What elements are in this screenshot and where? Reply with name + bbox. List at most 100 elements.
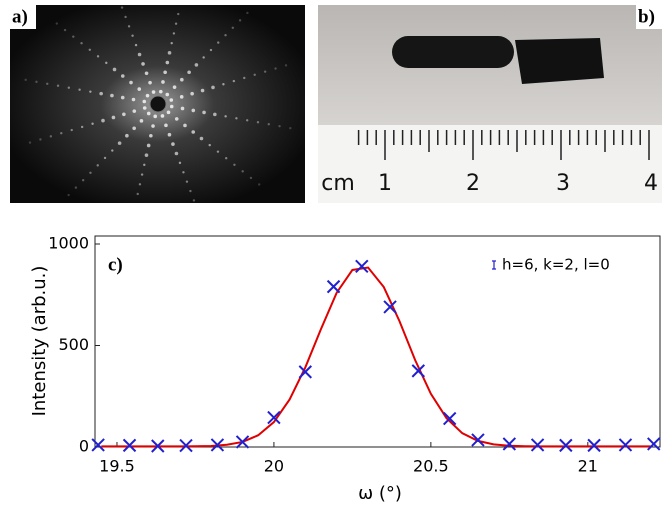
data-point	[471, 433, 485, 447]
spot	[101, 118, 105, 123]
data-point	[179, 438, 193, 453]
y-axis-label: Intensity (arb.u.)	[29, 266, 50, 417]
spot	[138, 183, 142, 186]
spot	[278, 124, 281, 128]
spot	[172, 32, 176, 35]
spot	[35, 80, 38, 84]
ruler-label: 1	[378, 171, 392, 196]
data-point	[618, 438, 633, 452]
spot	[125, 133, 129, 138]
spot	[249, 176, 253, 180]
legend-label: h=6, k=2, l=0	[502, 256, 610, 274]
spot	[241, 170, 244, 173]
spot	[167, 132, 172, 137]
spot	[191, 108, 196, 113]
spot	[245, 119, 249, 122]
spot	[120, 6, 124, 9]
data-point	[559, 438, 573, 453]
spot	[140, 173, 144, 176]
spot	[39, 138, 42, 141]
spot	[137, 52, 142, 57]
data-point	[383, 300, 397, 314]
spot	[91, 122, 94, 125]
panel-label: c)	[108, 254, 123, 275]
spot	[137, 87, 142, 91]
spot	[213, 112, 217, 117]
ruler-label: 4	[644, 171, 658, 196]
spot	[103, 156, 107, 160]
spot	[63, 28, 67, 32]
spot	[96, 55, 100, 58]
spot	[191, 130, 196, 134]
spot	[238, 19, 242, 22]
label-bg	[636, 5, 662, 29]
spot	[158, 89, 163, 94]
data-point	[91, 438, 105, 452]
spot	[199, 136, 204, 141]
spot	[224, 115, 227, 118]
spot	[174, 117, 179, 121]
spot	[146, 143, 151, 148]
sample-piece	[392, 36, 514, 68]
spot	[174, 151, 179, 156]
spot	[146, 111, 151, 116]
spot	[171, 142, 175, 146]
panel-label: b)	[638, 6, 655, 27]
spot	[151, 124, 155, 128]
spot	[111, 149, 114, 152]
x-tick-label: 19.5	[99, 457, 135, 476]
ruler-label: cm	[321, 171, 355, 196]
spot	[189, 189, 192, 193]
legend-marker	[492, 260, 496, 270]
spot	[208, 143, 211, 147]
spot	[141, 62, 145, 66]
spot	[120, 74, 125, 78]
spot	[256, 121, 260, 124]
spot	[166, 110, 171, 115]
spot	[80, 125, 84, 129]
data-point	[298, 365, 313, 379]
data-point	[647, 437, 661, 451]
spot	[131, 97, 136, 102]
spot	[144, 153, 149, 157]
data-point	[442, 411, 457, 426]
fit-line	[101, 266, 651, 448]
x-tick-label: 21	[578, 457, 598, 476]
spot	[74, 186, 78, 189]
ruler-ticks: cm 1 2 3 4	[321, 130, 658, 196]
spot	[131, 34, 134, 37]
spot	[163, 70, 167, 75]
data-point	[210, 438, 225, 452]
spot	[149, 133, 153, 138]
spot	[202, 110, 206, 115]
spot	[192, 199, 196, 202]
spot	[78, 88, 81, 91]
spot	[142, 99, 147, 104]
spot	[170, 41, 173, 45]
spot	[89, 171, 92, 174]
spot	[46, 82, 49, 85]
spot	[105, 61, 108, 65]
spot	[267, 123, 270, 126]
spot	[187, 70, 191, 75]
spot	[129, 80, 133, 85]
spot	[127, 25, 131, 28]
y-tick-label: 0	[79, 437, 89, 456]
spot	[274, 67, 277, 70]
spot	[67, 193, 70, 197]
spot	[178, 161, 182, 165]
spot	[144, 71, 149, 76]
spot	[24, 78, 27, 82]
spot	[132, 109, 137, 113]
spot	[167, 51, 172, 55]
spot	[99, 91, 103, 96]
y-tick-label: 1000	[48, 234, 89, 253]
spot	[235, 117, 238, 120]
chart: c) ω (°) Intensity (arb.u.) 19.5 20 20.5 21…	[29, 234, 661, 504]
spot	[55, 22, 59, 25]
data-point	[122, 438, 137, 453]
spot	[253, 73, 256, 77]
spot	[222, 83, 225, 86]
spot	[136, 192, 139, 196]
